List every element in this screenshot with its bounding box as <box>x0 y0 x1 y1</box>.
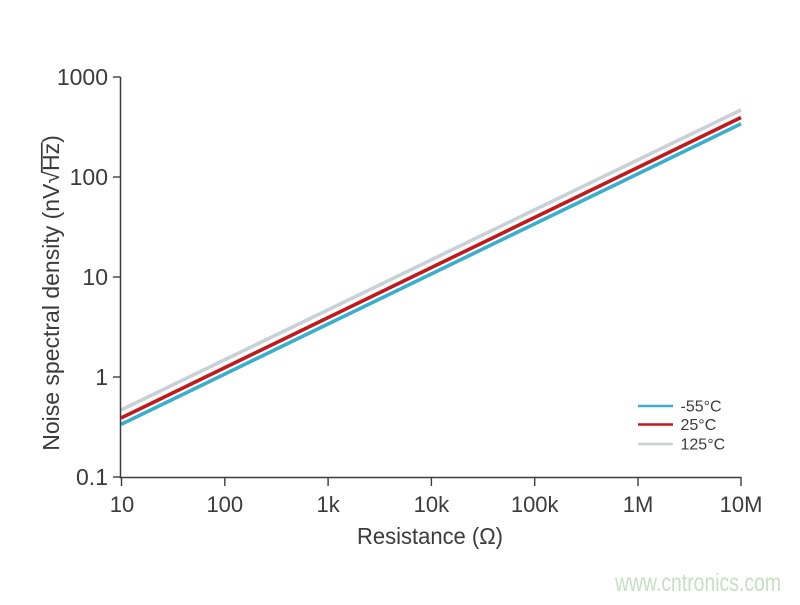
svg-text:10: 10 <box>82 264 108 290</box>
svg-text:1000: 1000 <box>57 64 108 90</box>
svg-text:Noise spectral density (nV√Hz): Noise spectral density (nV√Hz) <box>38 135 64 451</box>
svg-text:10k: 10k <box>414 492 450 517</box>
svg-text:www.cntronics.com: www.cntronics.com <box>614 569 781 597</box>
svg-text:Resistance (Ω): Resistance (Ω) <box>357 523 503 549</box>
svg-text:100: 100 <box>70 164 108 190</box>
svg-text:125°C: 125°C <box>681 437 726 454</box>
svg-text:25°C: 25°C <box>681 417 717 434</box>
svg-text:-55°C: -55°C <box>681 399 722 416</box>
svg-text:10: 10 <box>110 492 134 517</box>
svg-text:1: 1 <box>95 364 108 390</box>
svg-text:10M: 10M <box>720 492 763 517</box>
svg-text:1k: 1k <box>316 492 340 517</box>
svg-text:1M: 1M <box>623 492 654 517</box>
svg-text:100k: 100k <box>511 492 560 517</box>
svg-text:0.1: 0.1 <box>76 464 108 490</box>
svg-text:100: 100 <box>206 492 243 517</box>
